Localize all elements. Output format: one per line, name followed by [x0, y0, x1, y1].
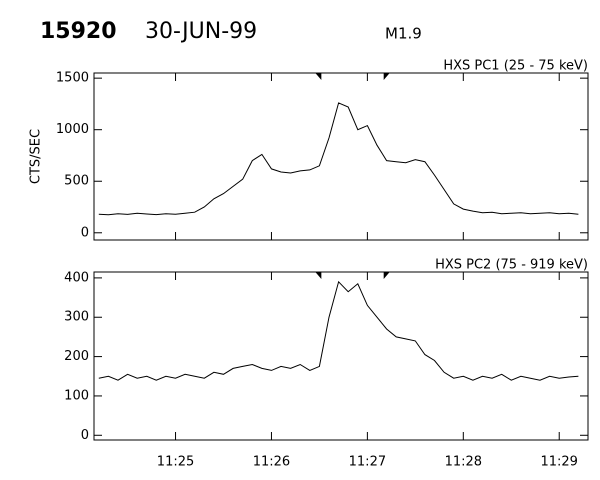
panel-title: HXS PC2 (75 - 919 keV) [435, 258, 588, 273]
x-tick-label: 11:28 [445, 455, 482, 470]
y-tick-label: 1000 [56, 122, 89, 137]
x-tick-label: 11:29 [540, 455, 577, 470]
time-marker [383, 272, 390, 279]
y-tick-label: 500 [64, 174, 89, 189]
x-tick-label: 11:25 [157, 455, 194, 470]
plot-frame [93, 271, 589, 441]
y-tick-label: 0 [81, 225, 89, 240]
plot-frame [93, 72, 589, 241]
data-line [98, 280, 579, 381]
y-tick-label: 200 [64, 349, 89, 364]
y-tick-label: 0 [81, 428, 89, 443]
event-id: 15920 [40, 19, 117, 44]
data-line [98, 102, 579, 216]
flare-class: M1.9 [385, 25, 422, 43]
y-tick-label: 100 [64, 388, 89, 403]
y-axis-label: CTS/SEC [29, 129, 44, 184]
time-marker [383, 73, 390, 80]
y-tick-label: 400 [64, 270, 89, 285]
y-tick-label: 1500 [56, 71, 89, 86]
time-marker [315, 73, 322, 80]
time-marker [315, 272, 322, 279]
x-tick-label: 11:27 [349, 455, 386, 470]
event-date: 30-JUN-99 [145, 19, 257, 44]
x-tick-label: 11:26 [253, 455, 290, 470]
y-tick-label: 300 [64, 310, 89, 325]
panel-title: HXS PC1 (25 - 75 keV) [443, 59, 588, 74]
